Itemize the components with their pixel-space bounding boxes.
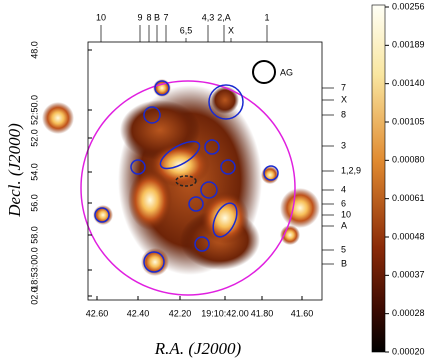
colorbar-label: 0.00140 <box>392 78 425 88</box>
right-label: 10 <box>341 209 351 219</box>
y-tick-label: 02.0 <box>29 287 39 305</box>
right-label: 3 <box>341 140 346 150</box>
top-label: 9 <box>137 12 142 22</box>
top-label: 1 <box>264 12 269 22</box>
y-tick-label: 54.0 <box>29 163 39 181</box>
source-markers <box>94 80 279 273</box>
top-label: 7 <box>163 12 168 22</box>
colorbar-label: 0.00105 <box>392 116 425 126</box>
y-tick-label: 48.0 <box>29 41 39 59</box>
top-label: 2,A <box>217 12 231 22</box>
top-label: X <box>228 25 234 35</box>
colorbar-label: 0.00080 <box>392 155 425 165</box>
colorbar-label: 0.00020 <box>392 346 425 356</box>
colorbar-label: 0.00048 <box>392 231 425 241</box>
right-label: 1,2,9 <box>341 165 361 175</box>
colorbar-label: 0.00061 <box>392 193 425 203</box>
y-tick-label: 52.0 <box>29 129 39 147</box>
y-tick-label: -18:53:00.0 <box>29 247 39 293</box>
top-label: B <box>154 12 160 22</box>
x-tick-label: 19:10:42.00 <box>201 308 249 318</box>
y-axis-label: Decl. (J2000) <box>5 123 24 218</box>
y-tick-label: 56.0 <box>29 194 39 212</box>
right-label: 8 <box>341 109 346 119</box>
colorbar-label: 0.00256 <box>392 1 425 11</box>
aperture <box>80 80 296 296</box>
y-tick-label: 58.0 <box>29 226 39 244</box>
x-axis-label: R.A. (J2000) <box>154 339 242 358</box>
colorbar-label: 0.00189 <box>392 40 425 50</box>
right-label: 7 <box>341 82 346 92</box>
right-label: B <box>341 258 347 268</box>
right-label: X <box>341 94 347 104</box>
colorbar-label: 0.00028 <box>392 308 425 318</box>
x-tick-label: 41.60 <box>291 308 314 318</box>
y-tick-label: 52:50.0 <box>29 95 39 125</box>
top-label: 8 <box>146 12 151 22</box>
top-label: 4,3 <box>202 12 215 22</box>
right-label: 6 <box>341 198 346 208</box>
colorbar <box>371 4 386 353</box>
x-tick-label: 41.80 <box>251 308 274 318</box>
beam-circle <box>252 60 276 84</box>
beam-label: AG <box>280 67 293 77</box>
right-label: A <box>341 220 347 230</box>
x-tick-label: 42.40 <box>127 308 150 318</box>
colorbar-label: 0.00037 <box>392 270 425 280</box>
top-label: 6,5 <box>180 25 193 35</box>
right-label: 4 <box>341 184 346 194</box>
right-label: 5 <box>341 244 346 254</box>
x-tick-label: 42.60 <box>86 308 109 318</box>
x-tick-label: 42.20 <box>169 308 192 318</box>
top-label: 10 <box>96 12 106 22</box>
